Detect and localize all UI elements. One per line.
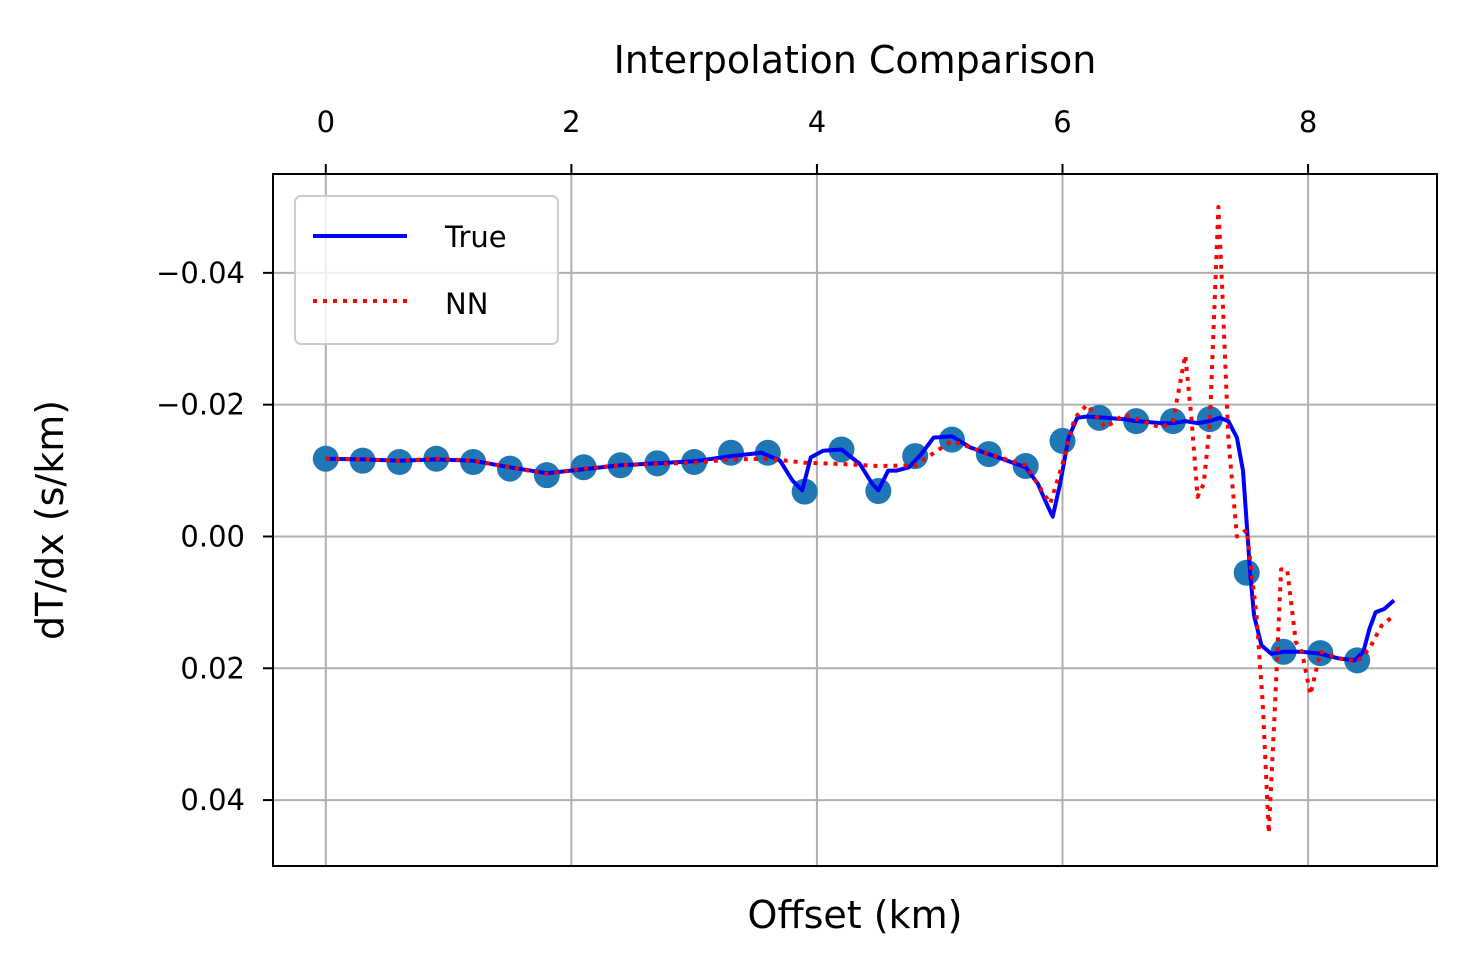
sample-point [902,443,929,470]
y-tick-label: 0.04 [180,783,245,817]
x-axis-label: Offset (km) [748,893,963,937]
legend: True NN [294,195,559,345]
series-line-true [325,414,1396,663]
chart-title: Interpolation Comparison [614,38,1097,82]
series-lines [325,205,1396,835]
series-line-nn [325,205,1396,835]
x-tick-label: 6 [1053,105,1071,139]
y-tick-label: 0.00 [180,519,245,553]
legend-true-label: True [444,220,507,254]
y-tick-label: 0.02 [180,651,245,685]
legend-box [294,195,559,345]
sample-point [312,445,339,472]
y-tick-label: −0.04 [156,256,245,290]
plot-frame [272,173,1438,867]
x-tick-label: 8 [1299,105,1317,139]
y-axis-label: dT/dx (s/km) [28,400,72,640]
x-tick-label: 4 [808,105,826,139]
plot-area [312,205,1396,835]
sample-point [717,439,744,466]
legend-nn-label: NN [445,287,488,321]
grid [273,174,1437,866]
sample-point [939,426,965,453]
y-axis-left: −0.04 −0.02 0.00 0.02 0.04 [156,256,273,817]
sample-point [570,454,597,481]
x-axis-top: 0 2 4 6 8 [317,105,1317,174]
y-tick-label: −0.02 [156,388,245,422]
x-tick-label: 2 [562,105,580,139]
x-tick-label: 0 [317,105,335,139]
sample-point [1233,559,1260,586]
